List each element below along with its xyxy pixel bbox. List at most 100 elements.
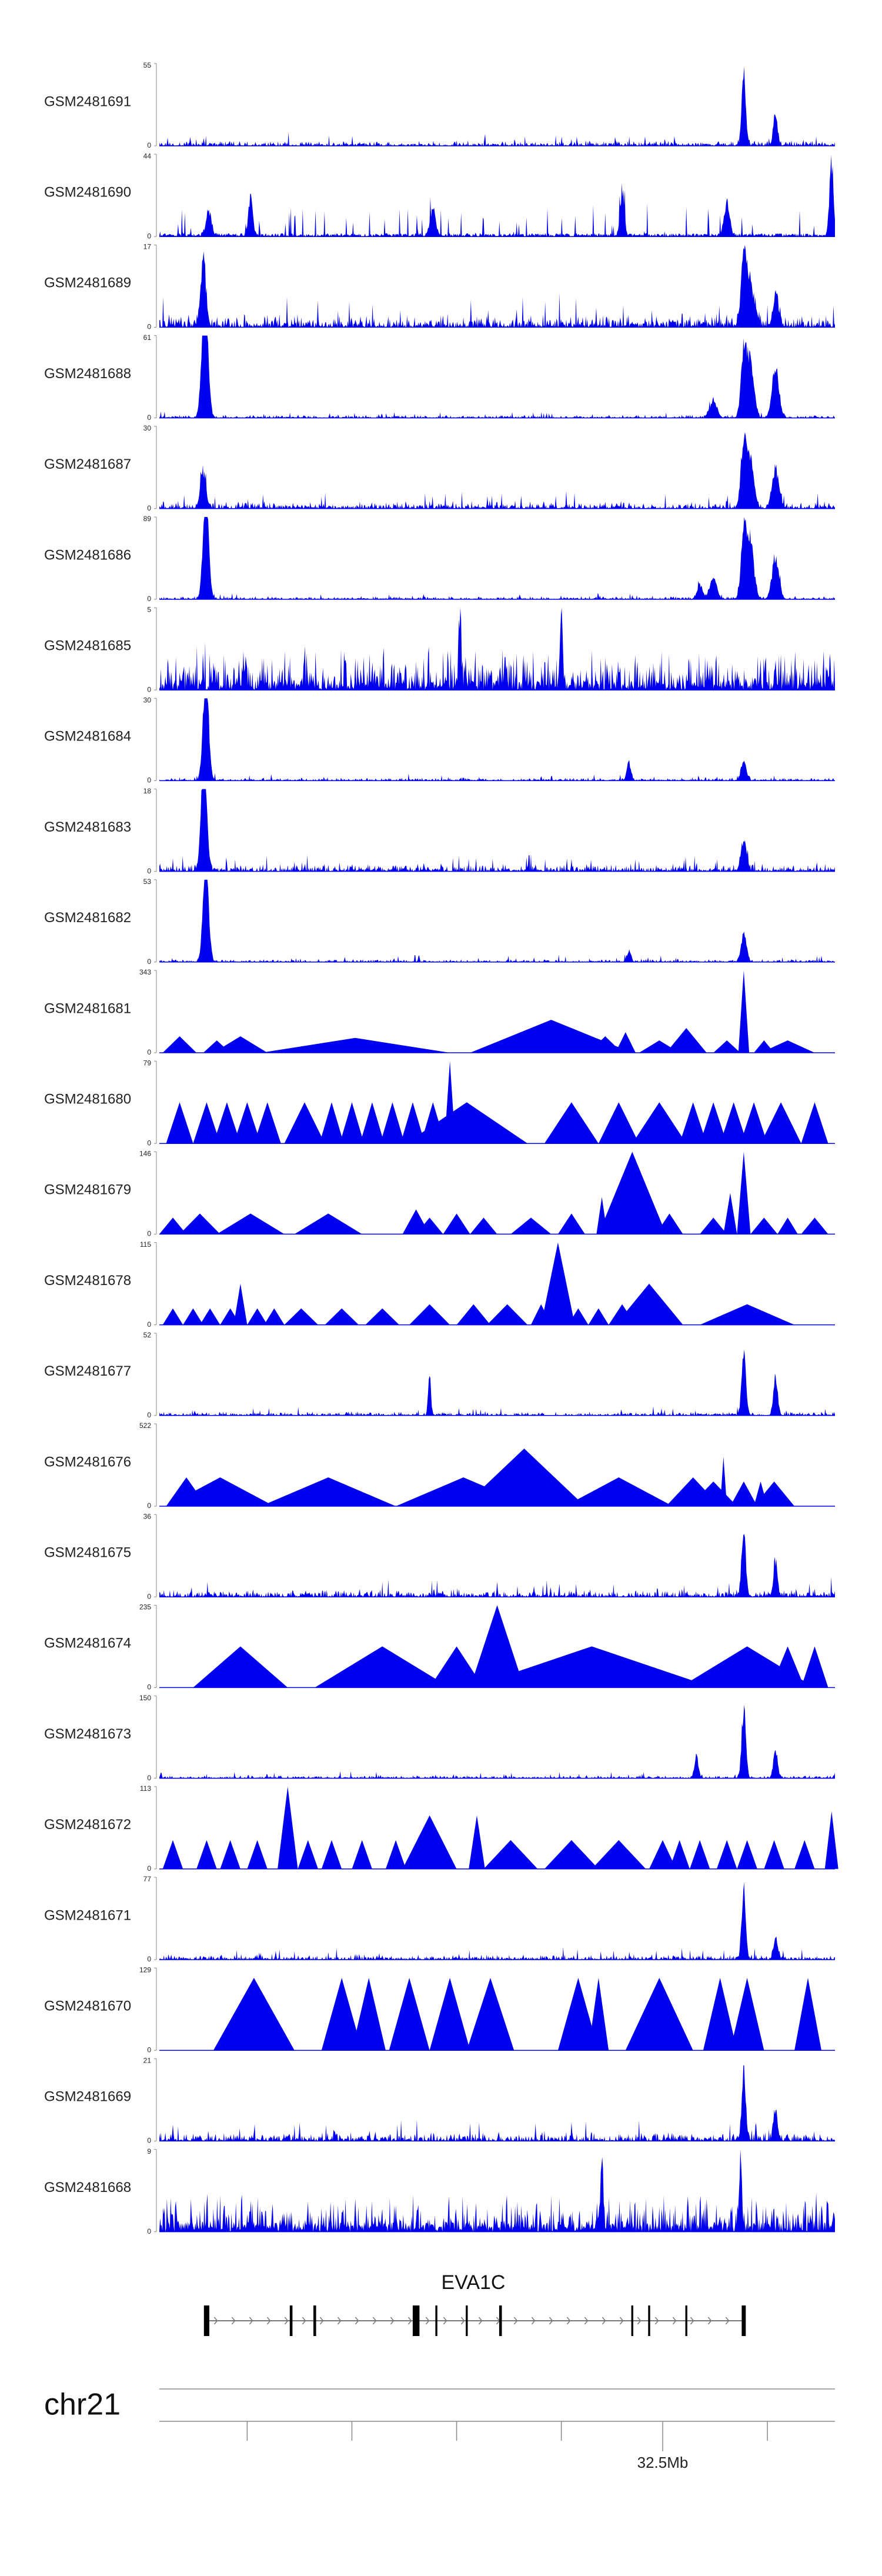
signal-area — [159, 432, 835, 509]
track-ymax-label: 77 — [143, 1875, 152, 1883]
strand-arrow — [707, 2317, 712, 2325]
signal-area — [159, 789, 835, 872]
track-ymax-label: 55 — [143, 61, 152, 69]
track-ymax-label: 522 — [139, 1422, 151, 1430]
track-label: GSM2481684 — [44, 729, 131, 745]
track-ymin-label: 0 — [147, 413, 151, 422]
strand-arrow — [372, 2317, 377, 2325]
gene-exon — [412, 2305, 420, 2336]
signal-track: GSM2481687 30 0 — [44, 424, 835, 512]
signal-area — [162, 1242, 795, 1325]
strand-arrow — [302, 2317, 306, 2325]
signal-area — [159, 245, 835, 328]
signal-track: GSM2481689 17 0 — [44, 243, 835, 331]
strand-arrow — [337, 2317, 342, 2325]
track-ymin-label: 0 — [147, 1320, 151, 1329]
strand-arrow — [654, 2317, 659, 2325]
signal-track: GSM2481690 44 0 — [44, 152, 835, 240]
gene-name-label: EVA1C — [442, 2271, 506, 2294]
strand-arrow — [390, 2317, 395, 2325]
track-ymin-label: 0 — [147, 232, 151, 240]
gene-exon — [648, 2305, 650, 2336]
track-label: GSM2481689 — [44, 275, 131, 291]
strand-arrow — [478, 2317, 483, 2325]
strand-arrow — [637, 2317, 642, 2325]
track-ymax-label: 150 — [139, 1694, 151, 1702]
track-ymin-label: 0 — [147, 2137, 151, 2145]
signal-track: GSM2481680 79 0 — [44, 1059, 835, 1147]
signal-area — [159, 335, 835, 418]
signal-track: GSM2481669 21 0 — [44, 2057, 835, 2145]
strand-arrow — [690, 2317, 694, 2325]
chromosome-label: chr21 — [44, 2388, 121, 2422]
track-ymin-label: 0 — [147, 957, 151, 966]
track-ymax-label: 5 — [147, 605, 151, 613]
signal-track: GSM2481678 115 0 — [44, 1240, 835, 1329]
track-ymin-label: 0 — [147, 1501, 151, 1510]
gene-exon — [203, 2305, 209, 2336]
signal-area — [166, 1061, 828, 1144]
gene-exon — [499, 2305, 502, 2336]
track-ymin-label: 0 — [147, 141, 151, 149]
track-label: GSM2481690 — [44, 185, 131, 201]
signal-area — [159, 66, 835, 146]
signal-track: GSM2481686 89 0 — [44, 515, 835, 603]
track-label: GSM2481679 — [44, 1182, 131, 1198]
track-ymin-label: 0 — [147, 2046, 151, 2054]
signal-track: GSM2481691 55 0 — [44, 61, 835, 149]
track-ymin-label: 0 — [147, 1592, 151, 1600]
track-ymin-label: 0 — [147, 504, 151, 512]
track-label: GSM2481670 — [44, 1998, 131, 2014]
strand-arrow — [531, 2317, 536, 2325]
signal-area — [159, 155, 835, 237]
strand-arrow — [443, 2317, 447, 2325]
track-ymax-label: 52 — [143, 1331, 152, 1339]
gene-exon — [741, 2305, 746, 2336]
scale-tick-label: 32.5Mb — [637, 2454, 689, 2471]
signal-track: GSM2481670 129 0 — [44, 1966, 835, 2054]
track-label: GSM2481672 — [44, 1817, 131, 1833]
track-label: GSM2481686 — [44, 547, 131, 563]
track-ymax-label: 235 — [139, 1603, 151, 1611]
track-label: GSM2481678 — [44, 1273, 131, 1289]
track-ymin-label: 0 — [147, 323, 151, 331]
track-ymin-label: 0 — [147, 1139, 151, 1147]
signal-track: GSM2481682 53 0 — [44, 877, 835, 966]
track-label: GSM2481671 — [44, 1907, 131, 1923]
signal-track: GSM2481685 5 0 — [44, 605, 835, 693]
track-label: GSM2481676 — [44, 1454, 131, 1470]
track-ymax-label: 61 — [143, 333, 152, 342]
signal-area — [162, 1786, 838, 1869]
signal-track: GSM2481676 522 0 — [44, 1422, 835, 1510]
gene-model: EVA1C — [203, 2271, 746, 2336]
track-label: GSM2481685 — [44, 638, 131, 654]
signal-area — [159, 1882, 835, 1960]
track-ymin-label: 0 — [147, 1864, 151, 1873]
signal-area — [159, 1534, 835, 1597]
track-ymax-label: 30 — [143, 424, 152, 432]
track-label: GSM2481668 — [44, 2180, 131, 2195]
signal-area — [159, 698, 835, 781]
track-label: GSM2481673 — [44, 1726, 131, 1742]
track-ymax-label: 146 — [139, 1150, 151, 1158]
track-label: GSM2481682 — [44, 910, 131, 926]
signal-area — [159, 2065, 835, 2141]
track-ymax-label: 113 — [140, 1784, 151, 1793]
track-ymax-label: 89 — [143, 515, 152, 523]
signal-area — [159, 517, 835, 599]
track-ymax-label: 129 — [139, 1966, 151, 1974]
track-ymin-label: 0 — [147, 2227, 151, 2235]
signal-track: GSM2481681 343 0 — [44, 968, 835, 1056]
track-label: GSM2481675 — [44, 1545, 131, 1561]
strand-arrow — [249, 2317, 253, 2325]
signal-area — [159, 1349, 835, 1416]
signal-track: GSM2481674 235 0 — [44, 1603, 835, 1691]
gene-exon — [435, 2305, 437, 2336]
track-label: GSM2481680 — [44, 1092, 131, 1107]
track-label: GSM2481683 — [44, 819, 131, 835]
track-ymin-label: 0 — [147, 867, 151, 875]
signal-area — [213, 1978, 821, 2051]
track-ymin-label: 0 — [147, 685, 151, 693]
strand-arrow — [284, 2317, 289, 2325]
